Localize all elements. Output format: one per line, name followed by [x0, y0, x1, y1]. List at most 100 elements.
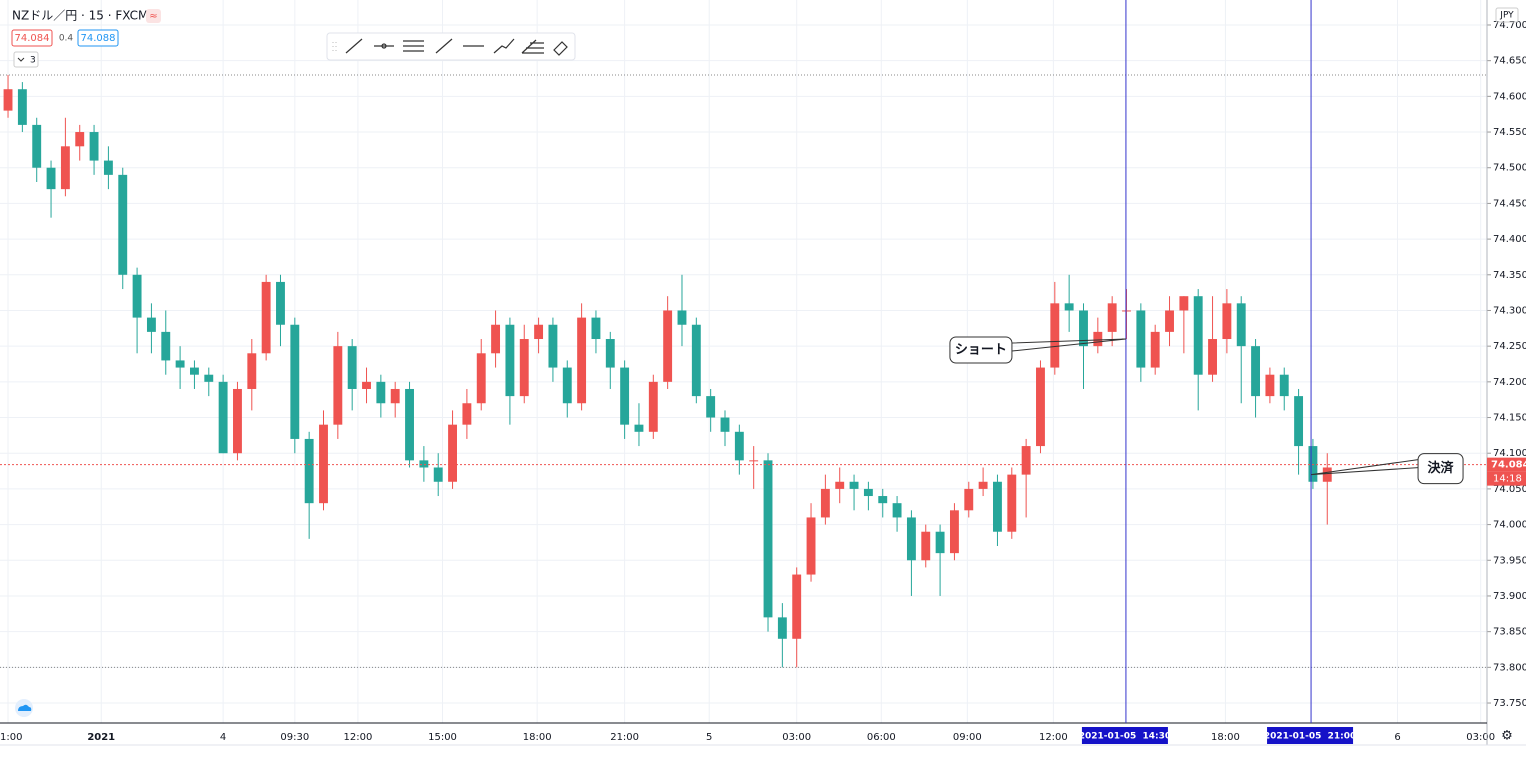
candle-body	[75, 132, 85, 147]
channel-tool[interactable]	[403, 40, 424, 52]
candle-body	[835, 481, 845, 489]
candle-body	[476, 353, 486, 404]
candle-body	[892, 503, 902, 518]
time-marker-label: 2021-01-05 14:30	[1079, 732, 1171, 742]
candle-body	[1322, 467, 1332, 482]
callout-text: ショート	[955, 343, 1007, 358]
candle-body	[1136, 310, 1146, 368]
candle-body	[921, 531, 931, 561]
candle-body	[189, 367, 199, 375]
drawing-toolbar	[326, 32, 576, 61]
candle-body	[663, 310, 673, 382]
candle-body	[1036, 367, 1045, 447]
candle-body	[1050, 303, 1060, 368]
y-tick-label: 74.500	[1493, 163, 1526, 174]
candle-body	[620, 367, 630, 425]
candle-body	[1007, 474, 1017, 532]
y-tick-label: 73.900	[1493, 591, 1526, 602]
candle-body	[146, 317, 156, 332]
candle-body	[175, 360, 185, 368]
candle-body	[763, 460, 773, 618]
candle-body	[103, 160, 113, 175]
candle-body	[906, 517, 916, 561]
eraser-tool[interactable]	[553, 41, 568, 56]
countdown-label: 14:18	[1493, 474, 1522, 485]
candle-body	[1021, 446, 1031, 475]
candle-body	[46, 167, 56, 190]
hline-tool[interactable]	[374, 43, 394, 49]
y-tick-label: 74.550	[1493, 127, 1526, 138]
candle-body	[519, 339, 529, 397]
indicator-toggle[interactable]	[13, 51, 39, 68]
bid-price: 74.084	[15, 33, 50, 44]
candle-body	[1265, 374, 1275, 397]
candle-body	[218, 381, 228, 454]
callout-box	[949, 336, 1013, 364]
currency-label: JPY	[1499, 11, 1514, 21]
candle-body	[634, 424, 644, 432]
x-tick-label: 03:00	[1466, 732, 1495, 743]
candle-body	[17, 89, 27, 125]
candle-body	[849, 481, 859, 489]
x-tick-label: 4	[220, 732, 226, 743]
candle-body	[591, 317, 601, 340]
y-tick-label: 73.950	[1493, 555, 1526, 566]
path-tool[interactable]	[493, 38, 515, 54]
candle-body	[290, 324, 300, 439]
candle-body	[749, 460, 759, 462]
candle-body	[605, 339, 615, 368]
candle-body	[706, 396, 716, 418]
candle-body	[1193, 296, 1203, 375]
trendline-tool[interactable]	[345, 38, 363, 54]
candle-body	[978, 481, 988, 489]
candle-body	[577, 317, 587, 404]
chevron-icon	[17, 57, 25, 62]
y-tick-label: 74.000	[1493, 520, 1526, 531]
ray-tool[interactable]	[435, 38, 453, 54]
x-tick-label: 09:00	[953, 732, 982, 743]
countdown-box	[1487, 471, 1526, 486]
ask-box[interactable]	[77, 29, 119, 47]
candle-body	[1093, 331, 1103, 347]
x-tick-label: 06:00	[867, 732, 896, 743]
candle-body	[276, 281, 285, 325]
y-tick-label: 74.350	[1493, 270, 1526, 281]
status-badge	[146, 9, 161, 23]
callout-line	[1310, 459, 1419, 476]
y-tick-label: 74.100	[1493, 448, 1526, 459]
candle-body	[534, 324, 544, 340]
x-tick-label: 21:00	[0, 732, 22, 743]
candle-body	[1294, 396, 1304, 447]
candle-body	[562, 367, 572, 404]
candle-body	[949, 510, 959, 554]
callout-line	[1011, 338, 1126, 352]
candle-body	[806, 517, 816, 575]
x-tick-label: 15:00	[428, 732, 457, 743]
candle-body	[1222, 303, 1232, 340]
candle-body	[1165, 310, 1174, 332]
candle-body	[462, 403, 472, 425]
candle-body	[548, 324, 558, 368]
candle-body	[233, 388, 242, 454]
bid-box[interactable]	[11, 29, 53, 47]
y-tick-label: 74.700	[1493, 20, 1526, 31]
fib-tool[interactable]	[521, 39, 544, 54]
currency-box[interactable]	[1495, 7, 1519, 23]
settings-icon[interactable]: ⚙	[1501, 729, 1513, 744]
candle-body	[964, 488, 974, 511]
candle-body	[1107, 303, 1117, 332]
candle-body	[505, 324, 515, 397]
y-tick-label: 74.250	[1493, 341, 1526, 352]
candle-body	[491, 324, 501, 354]
time-marker-box	[1267, 727, 1354, 744]
candle-body	[1279, 374, 1289, 397]
candle-body	[1236, 303, 1246, 347]
candle-body	[319, 424, 328, 504]
candle-body	[792, 574, 802, 639]
candle-body	[247, 353, 257, 389]
x-tick-label: 5	[706, 732, 712, 743]
candle-body	[347, 346, 357, 389]
candle-body	[734, 431, 744, 461]
candle-body	[720, 417, 730, 432]
ask-price: 74.088	[81, 33, 116, 44]
